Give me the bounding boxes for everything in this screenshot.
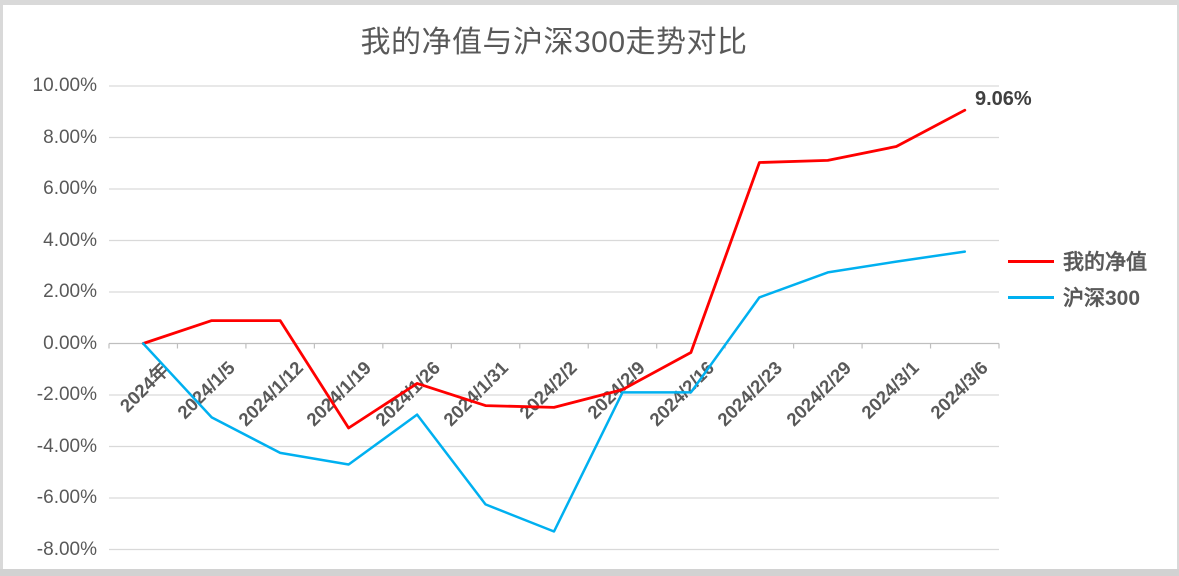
legend-label-csi300: 沪深300 bbox=[1063, 287, 1141, 310]
window-border-left bbox=[0, 0, 3, 576]
series-line-csi300[interactable] bbox=[141, 250, 967, 533]
series-line-my-net-value[interactable] bbox=[141, 108, 967, 430]
y-axis-tick-label: -8.00% bbox=[36, 538, 97, 560]
y-axis-tick-label: 4.00% bbox=[43, 229, 97, 251]
y-axis-tick-label: 2.00% bbox=[43, 281, 97, 302]
chart-title: 我的净值与沪深300走势对比 bbox=[360, 26, 748, 59]
legend-line-swatch-red bbox=[1008, 259, 1054, 263]
y-axis-tick-label: 10.00% bbox=[32, 75, 97, 96]
y-axis-tick-label: -6.00% bbox=[36, 487, 97, 508]
legend-label-my-net-value: 我的净值 bbox=[1063, 251, 1147, 274]
window-border-right bbox=[1177, 0, 1179, 576]
series-end-data-label: 9.06% bbox=[975, 88, 1032, 110]
legend-item-csi300[interactable]: 沪深300 bbox=[1008, 279, 1147, 315]
window-border-bottom bbox=[0, 569, 1179, 576]
y-axis-tick-label: 8.00% bbox=[43, 126, 97, 148]
legend-item-my-net-value[interactable]: 我的净值 bbox=[1008, 243, 1147, 279]
window-border-top bbox=[0, 0, 1179, 5]
y-axis-tick-label: -2.00% bbox=[36, 384, 97, 405]
y-axis-tick-label: 0.00% bbox=[43, 332, 97, 354]
legend: 我的净值 沪深300 bbox=[1008, 243, 1147, 315]
y-axis-tick-label: 6.00% bbox=[43, 178, 97, 199]
y-axis-tick-label: -4.00% bbox=[36, 435, 97, 457]
legend-line-swatch-blue bbox=[1008, 295, 1054, 299]
